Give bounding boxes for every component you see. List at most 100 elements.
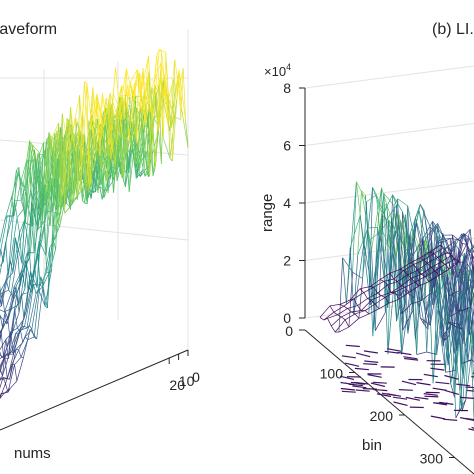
panel-a-mesh-line — [20, 200, 24, 210]
panel-b-mesh-line — [399, 269, 404, 271]
panel-a-mesh-line — [8, 237, 16, 291]
panel-b-mesh-line — [409, 262, 414, 265]
panel-a-mesh-line — [43, 142, 47, 202]
panel-b-mesh-line — [468, 359, 472, 361]
panel-a-mesh-line — [34, 229, 42, 267]
panel-b-mesh-line — [458, 243, 463, 262]
panel-b-floor-line — [430, 415, 446, 420]
panel-b-mesh-line — [393, 205, 405, 291]
panel-a-mesh-line — [152, 119, 156, 169]
panel-a-mesh-line — [36, 195, 40, 204]
panel-a-mesh-line — [90, 138, 94, 186]
panel-b-floor-line — [424, 395, 439, 398]
panel-a-mesh-line — [3, 339, 7, 358]
panel-b-mesh-line — [411, 278, 416, 283]
panel-b-mesh-line — [358, 313, 370, 319]
panel-b-mesh-line — [432, 221, 437, 244]
panel-a-mesh-line — [23, 189, 32, 222]
panel-a-mesh-line — [0, 377, 4, 389]
panel-b-mesh-line — [342, 257, 347, 304]
panel-a-mesh-line — [39, 271, 48, 286]
panel-b-x-tick-label: 300 — [420, 451, 444, 467]
panel-b-mesh-line — [432, 305, 438, 384]
panel-b-mesh-line — [379, 193, 385, 237]
panel-b-mesh-line — [359, 288, 365, 293]
panel-b-mesh-line — [437, 257, 442, 263]
panel-a-mesh-line — [24, 328, 33, 338]
panel-a-mesh-line — [99, 186, 103, 200]
panel-b-mesh-line — [442, 276, 448, 346]
panel-b-mesh-line — [441, 255, 452, 263]
panel-b-mesh-line — [387, 281, 398, 286]
panel-a-mesh-line — [7, 286, 15, 319]
panel-a-mesh-line — [17, 221, 25, 254]
panel-b-mesh-line — [450, 310, 461, 317]
panel-a-mesh-line — [33, 276, 42, 338]
panel-b-mesh-line — [388, 298, 400, 304]
panel-a-mesh-line — [103, 137, 107, 181]
panel-b-mesh-line — [367, 227, 378, 229]
panel-b-mesh-line — [457, 233, 462, 278]
panel-a-mesh-line — [0, 368, 3, 377]
panel-b-mesh-line — [416, 204, 421, 224]
panel-b-mesh-line — [421, 292, 432, 301]
panel-a-mesh-line — [39, 165, 43, 224]
panel-b-mesh-line — [361, 190, 366, 196]
panel-a-mesh-line — [12, 312, 20, 333]
panel-b-mesh-line — [439, 245, 445, 249]
panel-a-mesh-line — [15, 342, 24, 350]
panel-b: (b) LI... ×104 0 2 4 6 8 range 0 100 200 300 bi… — [259, 21, 474, 474]
panel-b-mesh-line — [423, 324, 429, 330]
panel-b-mesh-line — [417, 235, 429, 254]
panel-b-mesh-line — [406, 233, 411, 285]
panel-b-mesh-line — [368, 308, 380, 315]
panel-a-mesh-line — [67, 178, 71, 208]
panel-a-mesh-line — [28, 285, 32, 293]
panel-a-mesh-line — [0, 279, 7, 293]
panel-b-floor-line — [354, 367, 369, 371]
panel-a-mesh-line — [22, 336, 26, 343]
panel-b-mesh-line — [448, 263, 454, 296]
panel-a-mesh-line — [130, 69, 138, 83]
panel-b-floor-line — [443, 418, 458, 421]
panel-a-mesh-line — [49, 185, 53, 226]
panel-a-mesh-line — [39, 241, 47, 257]
panel-a-mesh-line — [2, 311, 6, 329]
panel-a-mesh-line — [48, 269, 52, 273]
panel-a-mesh-line — [45, 202, 49, 256]
panel-b-mesh-line — [446, 238, 451, 241]
panel-a-mesh-line — [18, 294, 22, 313]
panel-b-mesh-line — [426, 312, 431, 326]
panel-a-mesh-line — [128, 83, 136, 141]
panel-b-grid-line — [304, 123, 474, 146]
panel-a-mesh-line — [37, 224, 45, 253]
panel-a-mesh-line — [50, 155, 55, 207]
panel-a-mesh-line — [176, 70, 180, 101]
panel-a-mesh-line — [25, 145, 33, 217]
panel-a-mesh-line — [178, 70, 186, 121]
panel-a-mesh-line — [106, 145, 110, 181]
panel-a-mesh-line — [156, 49, 160, 56]
panel-a-mesh-line — [135, 169, 144, 179]
panel-b-mesh-line — [357, 298, 368, 306]
panel-b-mesh-line — [437, 251, 448, 258]
panel-a-mesh-line — [52, 132, 56, 168]
panel-a-mesh-line — [10, 253, 19, 294]
panel-b-mesh-line — [463, 233, 474, 272]
panel-b-mesh-line — [427, 235, 432, 293]
panel-b-mesh-line — [399, 290, 405, 296]
panel-b-mesh-line — [351, 311, 356, 315]
panel-a-mesh-line — [9, 363, 13, 380]
panel-a-mesh-line — [68, 150, 72, 206]
panel-b-mesh-line — [462, 243, 467, 245]
panel-a-mesh-line — [141, 115, 146, 177]
panel-b-mesh-line — [470, 279, 474, 291]
panel-b-mesh-line — [448, 290, 460, 297]
panel-a-mesh-line — [36, 152, 40, 163]
panel-a-mesh-line — [116, 114, 124, 180]
panel-b-mesh-line — [392, 194, 397, 206]
panel-b-floor-line — [381, 392, 396, 397]
panel-b-mesh-line — [445, 334, 450, 341]
panel-a-mesh-line — [146, 173, 150, 177]
panel-b-mesh-line — [469, 229, 474, 272]
